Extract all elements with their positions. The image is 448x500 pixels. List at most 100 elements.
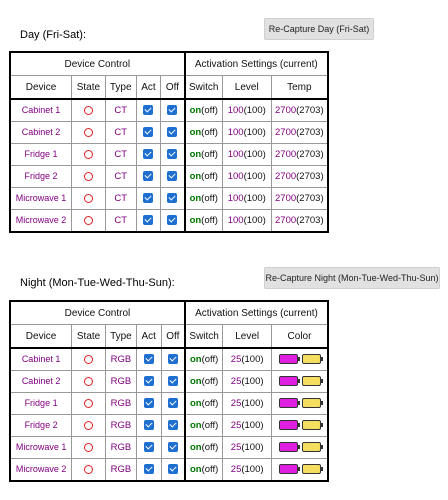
type-cell: CT — [104, 98, 137, 122]
device-name[interactable]: Cabinet 1 — [21, 354, 61, 364]
level-current: (100) — [243, 215, 266, 226]
device-name[interactable]: Cabinet 1 — [21, 105, 61, 115]
act-checkbox[interactable] — [143, 171, 154, 182]
device-name[interactable]: Microwave 2 — [15, 464, 67, 474]
off-cell — [160, 187, 186, 210]
state-indicator-icon — [83, 149, 93, 159]
switch-current: (off) — [201, 215, 218, 226]
device-cell: Cabinet 1 — [9, 98, 73, 122]
color-current-swatch-icon — [301, 354, 323, 365]
level-current: (100) — [243, 105, 266, 116]
level-cell: 25(100) — [222, 392, 273, 415]
device-name[interactable]: Microwave 2 — [15, 215, 67, 225]
off-checkbox[interactable] — [167, 171, 178, 182]
type-cell: RGB — [104, 347, 137, 371]
off-checkbox[interactable] — [167, 398, 178, 409]
off-checkbox[interactable] — [167, 193, 178, 204]
temp-setting: 2700 — [275, 127, 297, 138]
temp-setting: 2700 — [275, 193, 297, 204]
type-cell: RGB — [104, 458, 137, 482]
act-checkbox[interactable] — [143, 149, 154, 160]
off-checkbox[interactable] — [167, 215, 178, 226]
state-indicator-icon — [84, 464, 94, 474]
act-checkbox[interactable] — [143, 105, 154, 116]
temp-current: (2703) — [296, 193, 324, 204]
off-checkbox[interactable] — [167, 105, 178, 116]
level-current: (100) — [243, 149, 266, 160]
color-setting-swatch-icon — [278, 354, 300, 365]
device-name[interactable]: Fridge 2 — [24, 420, 58, 430]
act-checkbox[interactable] — [143, 127, 154, 138]
act-cell — [135, 209, 162, 233]
switch-cell: on(off) — [184, 143, 223, 166]
switch-current: (off) — [201, 464, 219, 475]
color-setting-swatch-icon — [278, 464, 300, 475]
state-cell — [71, 436, 106, 459]
night-section-title: Night (Mon-Tue-Wed-Thu-Sun): — [20, 277, 175, 289]
recapture-day-button[interactable]: Re-Capture Day (Fri-Sat) — [264, 18, 374, 40]
device-name[interactable]: Fridge 1 — [24, 149, 58, 159]
act-cell — [135, 370, 162, 393]
type-cell: RGB — [104, 436, 137, 459]
act-checkbox[interactable] — [143, 442, 154, 453]
off-checkbox[interactable] — [167, 127, 178, 138]
switch-setting: on — [189, 215, 202, 226]
color-current-swatch-icon — [301, 398, 323, 409]
device-name[interactable]: Fridge 1 — [24, 398, 58, 408]
switch-cell: on(off) — [184, 347, 224, 371]
column-header-off: Off — [160, 324, 186, 349]
column-header-color: Color — [271, 324, 329, 349]
state-cell — [71, 143, 106, 166]
device-type: RGB — [110, 420, 132, 431]
switch-setting: on — [189, 420, 202, 431]
switch-setting: on — [189, 464, 202, 475]
off-checkbox[interactable] — [167, 354, 178, 365]
device-cell: Microwave 1 — [9, 436, 73, 459]
type-cell: RGB — [104, 370, 137, 393]
state-cell — [71, 392, 106, 415]
off-cell — [160, 121, 186, 144]
switch-cell: on(off) — [184, 209, 223, 233]
state-indicator-icon — [83, 215, 93, 225]
device-control-header: Device Control — [9, 51, 186, 76]
level-cell: 100(100) — [221, 187, 272, 210]
type-cell: RGB — [104, 414, 137, 437]
act-checkbox[interactable] — [143, 398, 154, 409]
act-checkbox[interactable] — [143, 354, 154, 365]
switch-setting: on — [189, 149, 202, 160]
off-checkbox[interactable] — [167, 464, 178, 475]
level-cell: 25(100) — [222, 436, 273, 459]
activation-settings-header: Activation Settings (current) — [184, 51, 329, 76]
table-row: Microwave 1 RGB on(off) 25(100) — [9, 436, 329, 459]
switch-cell: on(off) — [184, 370, 224, 393]
switch-current: (off) — [201, 105, 218, 116]
state-cell — [71, 370, 106, 393]
day-device-table: Device Control Activation Settings (curr… — [9, 51, 329, 233]
level-setting: 100 — [227, 149, 244, 160]
act-cell — [135, 458, 162, 482]
column-header-level: Level — [222, 324, 273, 349]
act-checkbox[interactable] — [143, 420, 154, 431]
device-name[interactable]: Microwave 1 — [15, 193, 67, 203]
device-name[interactable]: Cabinet 2 — [21, 376, 61, 386]
act-checkbox[interactable] — [143, 215, 154, 226]
act-checkbox[interactable] — [143, 464, 154, 475]
device-name[interactable]: Fridge 2 — [24, 171, 58, 181]
device-name[interactable]: Cabinet 2 — [21, 127, 61, 137]
off-checkbox[interactable] — [167, 149, 178, 160]
off-cell — [160, 209, 186, 233]
device-type: RGB — [110, 354, 132, 365]
off-cell — [160, 347, 186, 371]
off-checkbox[interactable] — [167, 420, 178, 431]
level-current: (100) — [243, 171, 266, 182]
device-type: RGB — [110, 464, 132, 475]
recapture-night-button[interactable]: Re-Capture Night (Mon-Tue-Wed-Thu-Sun) — [264, 267, 440, 289]
device-cell: Fridge 1 — [9, 392, 73, 415]
device-type: CT — [114, 149, 128, 160]
off-checkbox[interactable] — [167, 442, 178, 453]
act-checkbox[interactable] — [143, 376, 154, 387]
level-setting: 100 — [227, 171, 244, 182]
device-name[interactable]: Microwave 1 — [15, 442, 67, 452]
off-checkbox[interactable] — [167, 376, 178, 387]
act-checkbox[interactable] — [143, 193, 154, 204]
